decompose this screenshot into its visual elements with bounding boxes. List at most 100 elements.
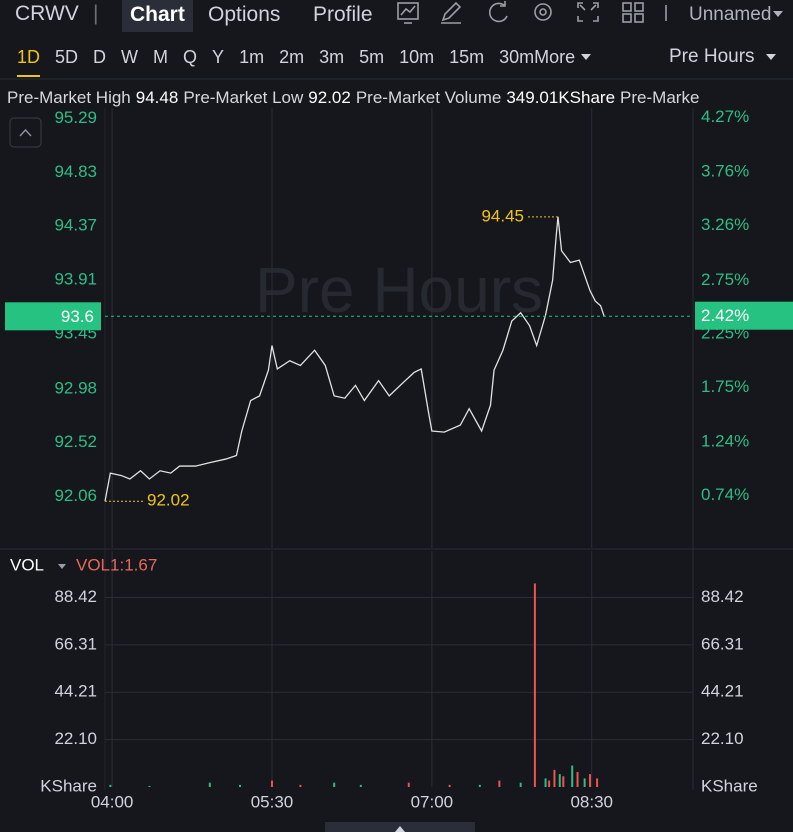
last-change-box (695, 301, 793, 330)
volume-bar (519, 782, 522, 787)
volume-bar (571, 765, 574, 787)
y2-tick-label: 66.31 (701, 634, 744, 653)
y-tick-label: 92.98 (54, 378, 97, 397)
x-tick-label: 05:30 (251, 792, 294, 811)
timeframe[interactable]: 5m (359, 47, 385, 67)
fullscreen-icon[interactable] (577, 2, 599, 22)
timeframe[interactable]: 5D (55, 47, 79, 67)
stat-label: Pre-Marke (620, 88, 700, 107)
tab[interactable]: Chart (122, 0, 193, 32)
timeframe[interactable]: 15m (449, 47, 485, 67)
volume-bar (596, 778, 599, 787)
timeframe[interactable]: 30m (499, 47, 535, 67)
volume-bar (588, 774, 591, 787)
refresh-icon[interactable] (488, 1, 508, 23)
x-tick-label: 04:00 (91, 792, 134, 811)
stat-label: Pre-Market High (7, 88, 131, 107)
y2-tick-label: 2.75% (701, 270, 749, 289)
timeframe[interactable]: D (93, 47, 107, 67)
dropdown-arrow[interactable] (58, 564, 66, 569)
price-line (104, 216, 605, 502)
y-tick-label: 88.42 (54, 587, 97, 606)
dropdown-arrow[interactable] (765, 53, 777, 61)
volume-bar (576, 772, 579, 787)
toolbar-icons (397, 1, 667, 24)
dropdown-arrow[interactable] (580, 53, 592, 61)
volume-bar (553, 769, 556, 787)
timeframe[interactable]: Q (183, 47, 198, 67)
scroll-handle[interactable] (325, 822, 475, 832)
volume-bar (548, 780, 551, 787)
tab[interactable]: Profile (313, 3, 373, 26)
volume-bar (270, 780, 273, 787)
y-tick-label: 66.31 (54, 634, 97, 653)
timeframe[interactable]: W (121, 47, 139, 67)
volume-bar (109, 784, 112, 787)
volume-bar (558, 774, 561, 787)
timeframe[interactable]: 1D (17, 47, 41, 77)
y-tick-label: 95.29 (54, 108, 97, 127)
symbol[interactable]: CRWV (15, 2, 79, 25)
y-tick-label: 93.91 (54, 270, 97, 289)
y-tick-label: 22.10 (54, 729, 97, 748)
timeframe[interactable]: 2m (279, 47, 305, 67)
volume-bar (239, 784, 242, 787)
watermark: Pre Hours (255, 254, 543, 326)
timeframe[interactable]: 3m (319, 47, 345, 67)
y2-tick-label: 3.26% (701, 215, 749, 234)
volume-bar (533, 583, 536, 787)
y2-tick-label: 0.74% (701, 485, 749, 504)
y-tick-label: 94.37 (54, 216, 97, 235)
volume-bar (583, 778, 586, 787)
layout-icon[interactable] (622, 2, 644, 23)
settings-icon[interactable] (534, 3, 552, 21)
volume-bar (208, 782, 211, 787)
last-price-box (5, 302, 101, 331)
draw-icon[interactable] (441, 1, 462, 24)
volume-bar (544, 778, 547, 787)
indicator-icon[interactable] (397, 2, 419, 24)
indicator-value: VOL1:1.67 (76, 555, 157, 574)
stat-value: 94.48 (135, 88, 179, 107)
x-tick-label: 07:00 (411, 792, 454, 811)
stats-bar: Pre-Market High 94.48 Pre-Market Low 92.02 P… (7, 88, 793, 108)
volume-bar (562, 776, 565, 787)
last-price-label: 93.6 (61, 307, 94, 326)
volume-bar (498, 780, 501, 787)
volume-bar (448, 784, 451, 787)
more-button[interactable]: More (534, 47, 576, 67)
dropdown-arrow[interactable] (772, 10, 784, 18)
timeframe[interactable]: Y (212, 47, 225, 67)
timeframe-bar: 1D 5D D W M Q Y 1m 2m 3m 5m 10m 15m 30m More (17, 47, 592, 77)
x-tick-label: 08:30 (570, 792, 613, 811)
volume-bar (333, 782, 336, 787)
y2-tick-label: 1.75% (701, 377, 749, 396)
y-tick-label: 92.06 (54, 486, 97, 505)
y2-tick-label: 22.10 (701, 729, 744, 748)
y2-tick-label: 88.42 (701, 587, 744, 606)
last-change-label: 2.42% (701, 306, 749, 325)
volume-bar (299, 784, 302, 787)
layout-name[interactable]: Unnamed (689, 4, 772, 25)
stat-label: Pre-Market Low (183, 88, 304, 107)
annotation-label: 94.45 (481, 206, 524, 225)
session[interactable]: Pre Hours (669, 46, 755, 67)
timeframe[interactable]: 1m (239, 47, 265, 67)
annotation-label: 92.02 (147, 491, 190, 510)
timeframe[interactable]: M (153, 47, 169, 67)
y-tick-label: 44.21 (54, 682, 97, 701)
y2-tick-label: 4.27% (701, 107, 749, 126)
volume-bar (148, 785, 151, 787)
volume-bar (478, 784, 481, 787)
indicator-title: VOL (10, 555, 44, 574)
tab[interactable]: Options (208, 3, 281, 26)
collapse-button[interactable] (9, 117, 42, 148)
stat-label: Pre-Market Volume (355, 88, 502, 107)
timeframe[interactable]: 10m (399, 47, 435, 67)
unit-label: KShare (40, 776, 97, 795)
stat-value: 349.01KShare (506, 88, 616, 107)
separator: | (93, 2, 99, 25)
volume-bar (359, 784, 362, 787)
